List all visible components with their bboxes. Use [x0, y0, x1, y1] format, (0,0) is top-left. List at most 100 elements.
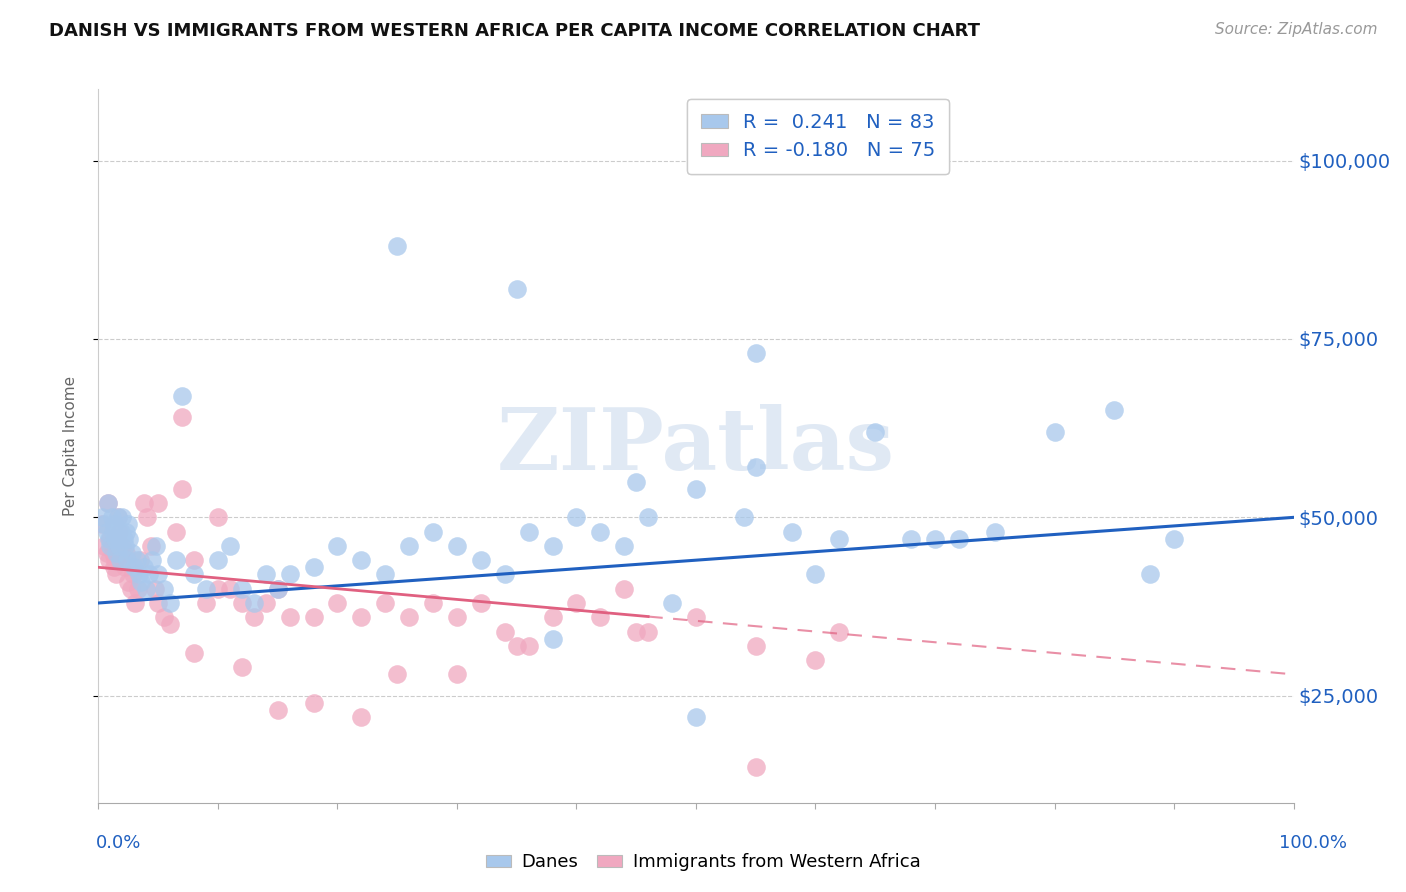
- Point: [115, 524, 138, 539]
- Point: [129, 553, 152, 567]
- Point: [183, 553, 205, 567]
- Point: [165, 553, 187, 567]
- Point: [172, 410, 194, 425]
- Point: [470, 553, 492, 567]
- Point: [637, 510, 659, 524]
- Point: [111, 539, 134, 553]
- Point: [506, 282, 529, 296]
- Y-axis label: Per Capita Income: Per Capita Income: [63, 376, 77, 516]
- Point: [110, 524, 132, 539]
- Point: [108, 539, 131, 553]
- Point: [148, 496, 170, 510]
- Point: [494, 567, 516, 582]
- Point: [107, 539, 129, 553]
- Point: [661, 596, 683, 610]
- Point: [637, 624, 659, 639]
- Point: [93, 539, 115, 553]
- Point: [1102, 403, 1125, 417]
- Point: [494, 624, 516, 639]
- Point: [231, 660, 253, 674]
- Point: [103, 517, 125, 532]
- Legend: R =  0.241   N = 83, R = -0.180   N = 75: R = 0.241 N = 83, R = -0.180 N = 75: [688, 99, 949, 174]
- Point: [446, 539, 468, 553]
- Point: [685, 610, 707, 624]
- Point: [122, 567, 145, 582]
- Point: [254, 596, 277, 610]
- Point: [125, 553, 148, 567]
- Point: [541, 539, 564, 553]
- Point: [565, 510, 588, 524]
- Point: [207, 553, 229, 567]
- Point: [98, 532, 121, 546]
- Point: [506, 639, 529, 653]
- Text: 100.0%: 100.0%: [1279, 834, 1347, 852]
- Point: [267, 703, 290, 717]
- Point: [153, 582, 176, 596]
- Point: [183, 646, 205, 660]
- Point: [128, 567, 150, 582]
- Point: [900, 532, 922, 546]
- Point: [105, 567, 128, 582]
- Point: [159, 596, 181, 610]
- Point: [422, 596, 444, 610]
- Point: [828, 532, 851, 546]
- Point: [745, 346, 768, 360]
- Point: [1139, 567, 1161, 582]
- Point: [302, 610, 325, 624]
- Point: [243, 610, 266, 624]
- Point: [104, 553, 127, 567]
- Point: [374, 596, 396, 610]
- Text: ZIPatlas: ZIPatlas: [496, 404, 896, 488]
- Point: [948, 532, 970, 546]
- Point: [207, 582, 229, 596]
- Point: [541, 610, 564, 624]
- Point: [117, 517, 139, 532]
- Point: [207, 510, 229, 524]
- Point: [385, 239, 409, 253]
- Point: [91, 517, 114, 532]
- Point: [115, 546, 138, 560]
- Legend: Danes, Immigrants from Western Africa: Danes, Immigrants from Western Africa: [478, 847, 928, 879]
- Point: [107, 510, 129, 524]
- Point: [194, 582, 218, 596]
- Point: [350, 710, 373, 724]
- Point: [278, 567, 301, 582]
- Point: [685, 710, 707, 724]
- Point: [804, 567, 827, 582]
- Point: [267, 582, 290, 596]
- Point: [165, 524, 187, 539]
- Point: [589, 610, 612, 624]
- Point: [132, 560, 155, 574]
- Point: [127, 582, 149, 596]
- Point: [138, 567, 160, 582]
- Point: [105, 546, 128, 560]
- Point: [326, 596, 349, 610]
- Point: [231, 596, 253, 610]
- Point: [97, 496, 120, 510]
- Point: [828, 624, 851, 639]
- Point: [121, 546, 143, 560]
- Point: [139, 539, 162, 553]
- Point: [745, 639, 768, 653]
- Point: [745, 760, 768, 774]
- Point: [108, 553, 131, 567]
- Point: [1163, 532, 1185, 546]
- Text: Source: ZipAtlas.com: Source: ZipAtlas.com: [1215, 22, 1378, 37]
- Point: [91, 510, 114, 524]
- Point: [103, 560, 125, 574]
- Point: [145, 539, 167, 553]
- Point: [267, 582, 290, 596]
- Point: [219, 539, 242, 553]
- Point: [613, 582, 636, 596]
- Point: [153, 610, 176, 624]
- Point: [446, 667, 468, 681]
- Point: [565, 596, 588, 610]
- Point: [112, 553, 135, 567]
- Point: [143, 582, 166, 596]
- Point: [118, 532, 141, 546]
- Point: [100, 539, 122, 553]
- Point: [685, 482, 707, 496]
- Point: [278, 610, 301, 624]
- Point: [1043, 425, 1066, 439]
- Point: [984, 524, 1007, 539]
